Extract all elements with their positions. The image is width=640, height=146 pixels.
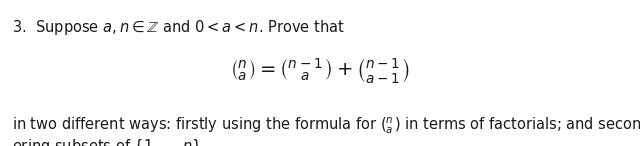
Text: ering subsets of $\{1, \ldots, n\}$.: ering subsets of $\{1, \ldots, n\}$. (12, 137, 205, 146)
Text: $\binom{n}{a} = \binom{n-1}{a} + \binom{n-1}{a-1}$: $\binom{n}{a} = \binom{n-1}{a} + \binom{… (230, 56, 410, 85)
Text: in two different ways: firstly using the formula for $\binom{n}{a}$ in terms of : in two different ways: firstly using the… (12, 115, 640, 136)
Text: 3.  Suppose $a, n \in \mathbb{Z}$ and $0 < a < n$. Prove that: 3. Suppose $a, n \in \mathbb{Z}$ and $0 … (12, 18, 344, 36)
